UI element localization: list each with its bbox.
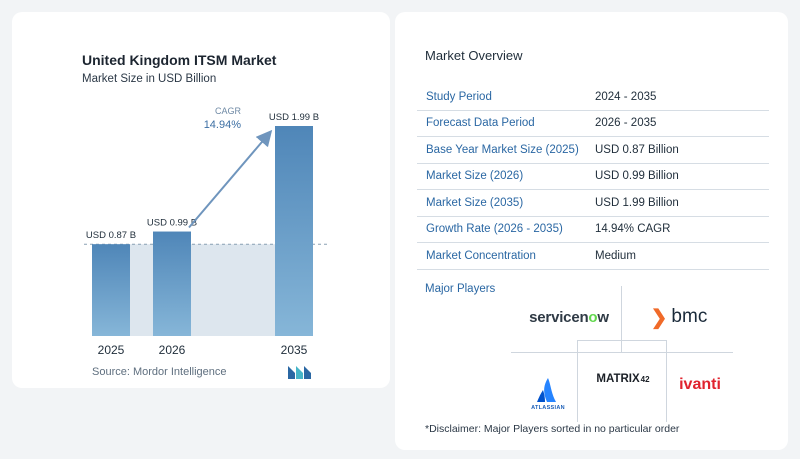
row-value: USD 1.99 Billion (595, 196, 679, 209)
row-label: Growth Rate (2026 - 2035) (426, 223, 563, 236)
chart-subtitle: Market Size in USD Billion (82, 73, 217, 85)
overview-row: Forecast Data Period 2026 - 2035 (417, 111, 769, 137)
overview-row: Base Year Market Size (2025) USD 0.87 Bil… (417, 137, 769, 164)
atlassian-text: ATLASSIAN (531, 405, 565, 411)
row-value: USD 0.87 Billion (595, 143, 679, 156)
overview-row: Growth Rate (2026 - 2035) 14.94% CAGR (417, 217, 769, 243)
row-label: Market Size (2035) (426, 196, 524, 209)
major-players-label: Major Players (425, 283, 496, 295)
atlassian-icon (537, 378, 556, 402)
row-label: Market Size (2026) (426, 170, 524, 183)
chart-title: United Kingdom ITSM Market (82, 52, 277, 68)
row-label: Base Year Market Size (2025) (426, 143, 579, 156)
bar-chart: USD 0.87 B 2025 USD 0.99 B 2026 USD 1.99 B 20… (84, 106, 327, 357)
servicenow-o: o (588, 308, 598, 326)
bar-2025 (92, 244, 130, 336)
servicenow-logo: servicen o w (515, 302, 623, 332)
row-value: 14.94% CAGR (595, 223, 671, 236)
row-value: USD 0.99 Billion (595, 170, 679, 183)
grid-divider (577, 340, 667, 341)
chart-card: United Kingdom ITSM Market Market Size i… (12, 12, 390, 388)
row-value: 2026 - 2035 (595, 117, 657, 130)
row-value: 2024 - 2035 (595, 90, 657, 103)
grid-divider (577, 340, 578, 422)
cagr-value: 14.94% (204, 119, 242, 131)
matrix42-logo: MATRIX 42 (585, 368, 661, 390)
row-label: Study Period (426, 90, 492, 103)
cagr-arrow (188, 129, 273, 229)
ivanti-logo: ivanti (668, 372, 732, 398)
matrix-sup: 42 (640, 374, 650, 384)
atlassian-logo: ATLASSIAN (523, 370, 573, 418)
overview-row: Study Period 2024 - 2035 (417, 84, 769, 111)
bmc-text: bmc (671, 306, 708, 327)
grid-divider (666, 340, 667, 422)
data-label: USD 0.99 B (147, 218, 197, 229)
bmc-logo: ❯ bmc (639, 300, 719, 334)
x-tick-label: 2025 (98, 343, 125, 357)
bar-2026 (153, 231, 191, 336)
overview-row: Market Size (2035) USD 1.99 Billion (417, 190, 769, 217)
row-label: Forecast Data Period (426, 117, 535, 130)
overview-row: Market Size (2026) USD 0.99 Billion (417, 164, 769, 190)
row-label: Market Concentration (426, 249, 536, 262)
x-tick-label: 2026 (159, 343, 186, 357)
source-note: Source: Mordor Intelligence (92, 366, 227, 378)
data-label: USD 1.99 B (269, 112, 319, 123)
overview-title: Market Overview (425, 48, 523, 63)
disclaimer: *Disclaimer: Major Players sorted in no … (425, 423, 680, 435)
bar-2035 (275, 126, 313, 336)
servicenow-text-end: w (597, 308, 609, 326)
matrix-text: MATRIX (596, 373, 640, 385)
grid-divider (511, 352, 733, 353)
data-label: USD 0.87 B (86, 230, 136, 241)
mordor-logo-icon (288, 366, 311, 379)
bmc-mark-icon: ❯ (650, 306, 668, 329)
x-tick-label: 2035 (281, 343, 308, 357)
overview-row: Market Concentration Medium (417, 243, 769, 270)
major-players-grid: servicen o w ❯ bmc ATLASSIAN MATRIX 42 ivant… (395, 12, 788, 450)
row-value: Medium (595, 249, 636, 262)
cagr-label: CAGR (215, 106, 242, 116)
overview-table: Study Period 2024 - 2035 Forecast Data Pe… (417, 84, 769, 270)
grid-divider (621, 286, 622, 352)
market-overview-card: Market Overview Study Period 2024 - 2035 … (395, 12, 788, 450)
servicenow-text: servicen (529, 308, 589, 326)
ivanti-text: ivanti (679, 376, 721, 393)
